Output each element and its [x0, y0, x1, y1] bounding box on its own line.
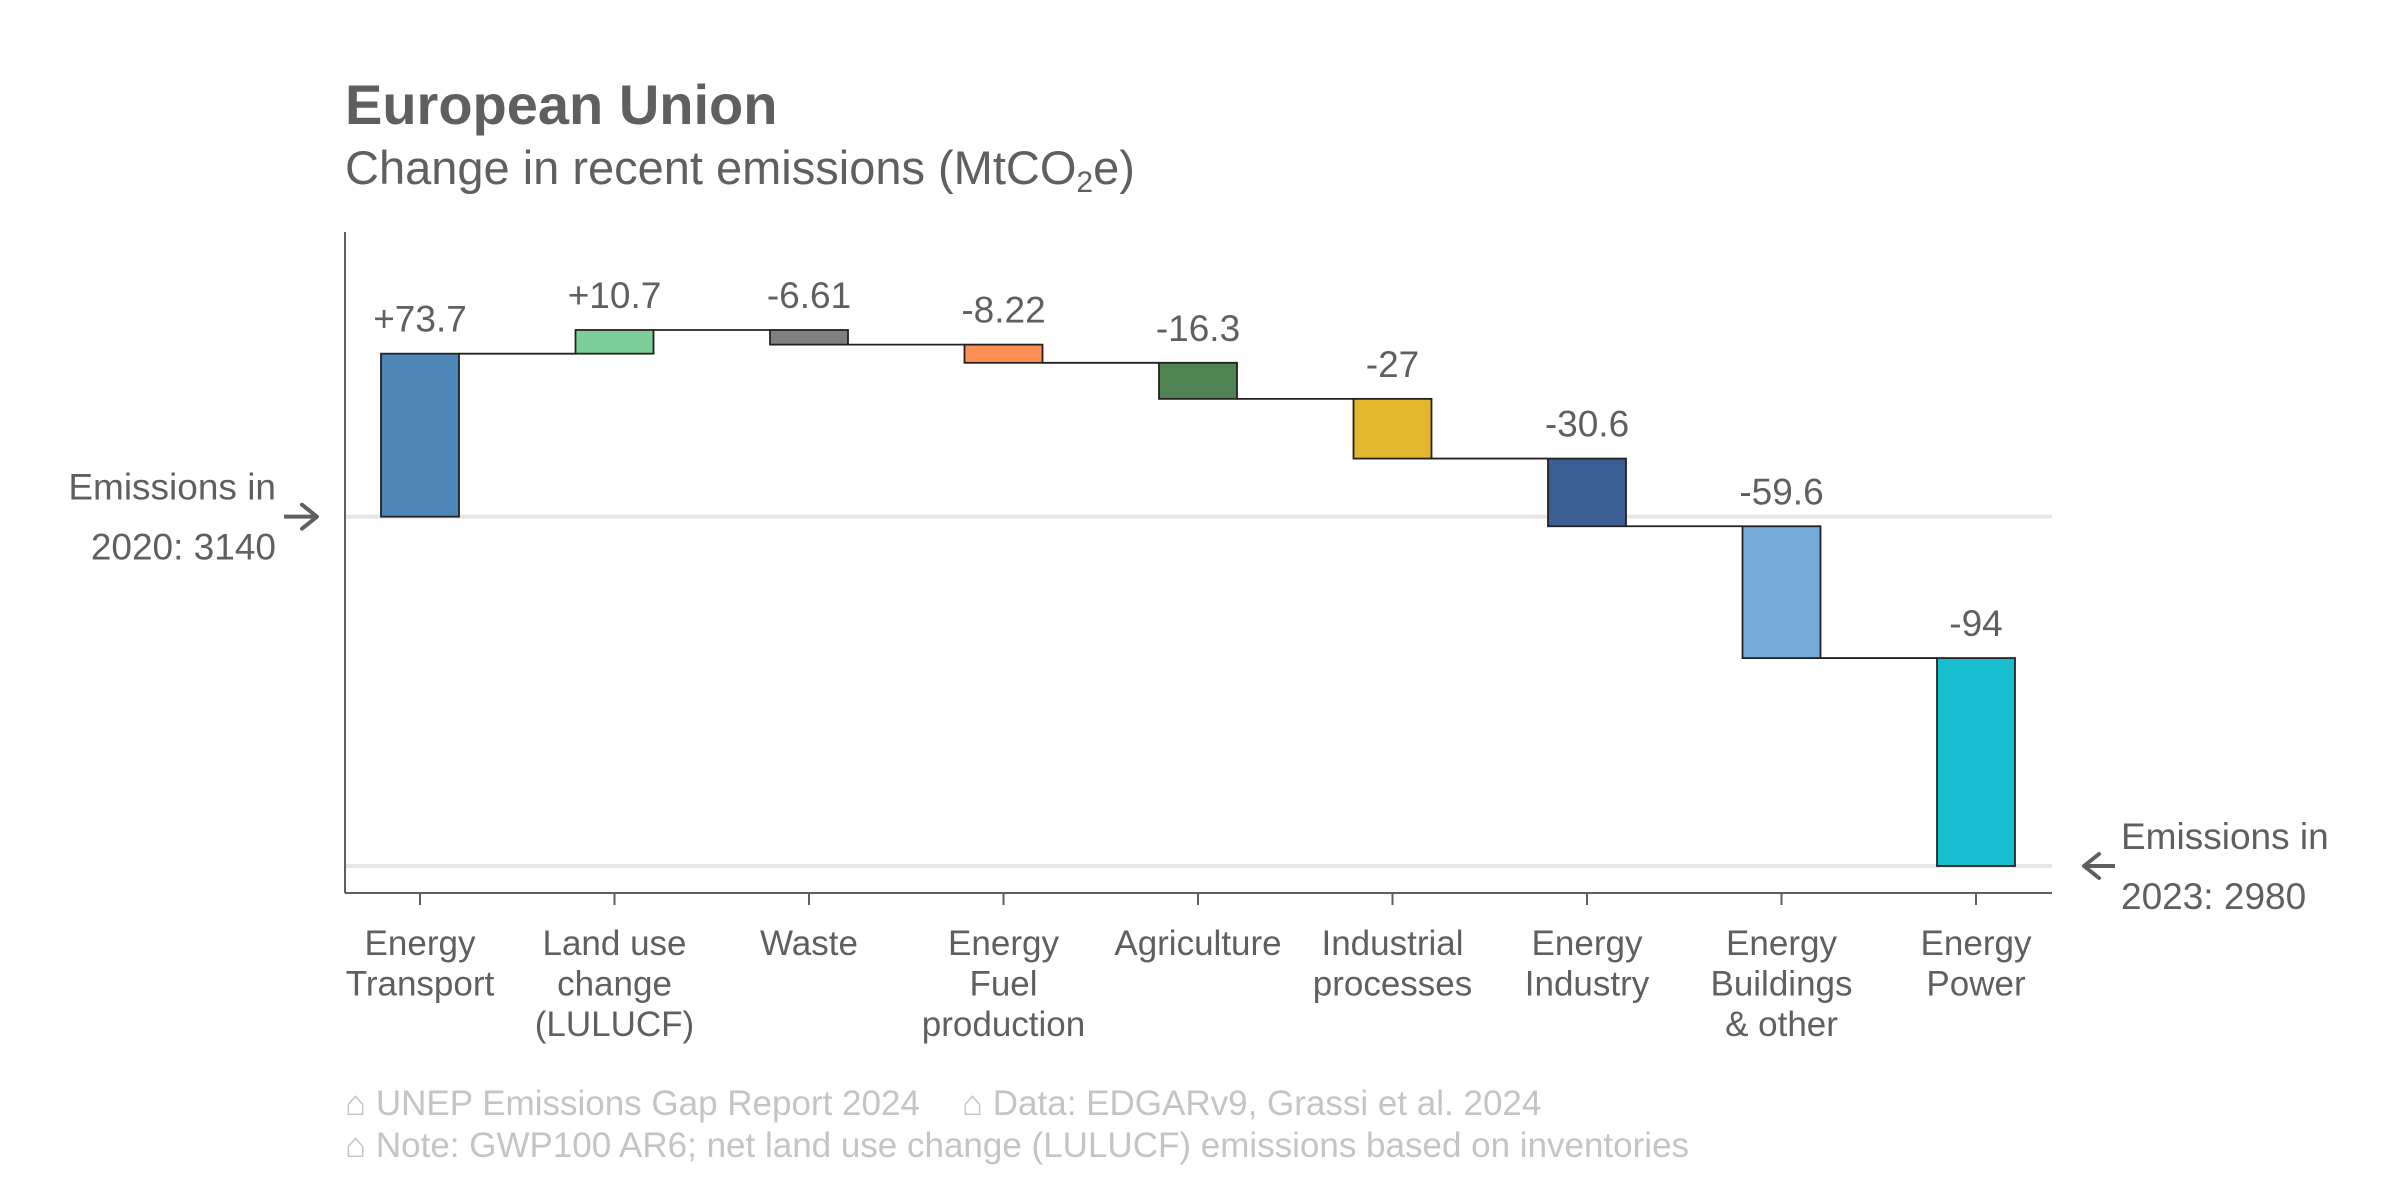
subtitle-subscript: 2 [1076, 166, 1094, 199]
value-label-0: +73.7 [373, 299, 467, 340]
value-label-8: -94 [1949, 603, 2002, 644]
bar-5 [1352, 397, 1433, 460]
footer-note: ⌂ Note: GWP100 AR6; net land use change … [345, 1126, 1690, 1165]
x-label-0-0: Energy [365, 924, 476, 963]
x-label-2-0: Waste [760, 924, 858, 963]
bar-7 [1741, 525, 1822, 659]
subtitle-main: Change in recent emissions (MtCO [345, 141, 1077, 194]
bar-3 [963, 343, 1044, 364]
value-label-5: -27 [1366, 344, 1419, 385]
end-arrow-head [2082, 852, 2101, 880]
x-label-7-1: Buildings [1710, 965, 1852, 1004]
x-label-1-1: change [557, 965, 672, 1004]
end-label-line-0: Emissions in [2121, 816, 2329, 857]
start-arrow-head [300, 502, 319, 531]
value-label-3: -8.22 [961, 290, 1045, 331]
x-label-4-0: Agriculture [1114, 924, 1281, 963]
x-label-5-1: processes [1313, 965, 1473, 1004]
x-label-7-2: & other [1725, 1005, 1838, 1044]
x-label-6-0: Energy [1532, 924, 1643, 963]
start-label-line-0: Emissions in [68, 467, 276, 508]
x-label-7-0: Energy [1726, 924, 1837, 963]
value-label-6: -30.6 [1545, 404, 1629, 445]
value-label-1: +10.7 [568, 275, 662, 316]
bar-0 [380, 352, 460, 518]
bar-4 [1158, 361, 1238, 400]
x-label-8-1: Power [1926, 965, 2026, 1004]
x-label-3-2: production [922, 1005, 1085, 1044]
start-label-line-1: 2020: 3140 [91, 527, 276, 568]
x-label-1-0: Land use [542, 924, 686, 963]
footer-source: ⌂ UNEP Emissions Gap Report 2024 [345, 1084, 920, 1123]
value-label-2: -6.61 [767, 275, 851, 316]
end-label-line-1: 2023: 2980 [2121, 876, 2306, 917]
bar-1 [574, 329, 655, 355]
chart-title: European Union [345, 73, 778, 136]
bar-8 [1936, 657, 2016, 867]
x-label-8-0: Energy [1921, 924, 2032, 963]
chart-subtitle: Change in recent emissions (MtCO2e) [345, 140, 1135, 200]
bar-2 [769, 329, 849, 346]
value-label-4: -16.3 [1156, 308, 1240, 349]
footer-data: ⌂ Data: EDGARv9, Grassi et al. 2024 [961, 1084, 1542, 1123]
x-label-1-2: (LULUCF) [535, 1005, 694, 1044]
bar-6 [1547, 457, 1627, 528]
value-label-7: -59.6 [1739, 471, 1823, 512]
x-label-0-1: Transport [346, 965, 495, 1004]
subtitle-end: e) [1093, 141, 1135, 194]
x-label-3-0: Energy [948, 924, 1059, 963]
x-label-3-1: Fuel [969, 965, 1037, 1004]
footer-line-1: ⌂ UNEP Emissions Gap Report 2024 ⌂ Data: … [345, 1084, 1541, 1124]
x-label-5-0: Industrial [1321, 924, 1463, 963]
x-label-6-1: Industry [1525, 965, 1650, 1004]
